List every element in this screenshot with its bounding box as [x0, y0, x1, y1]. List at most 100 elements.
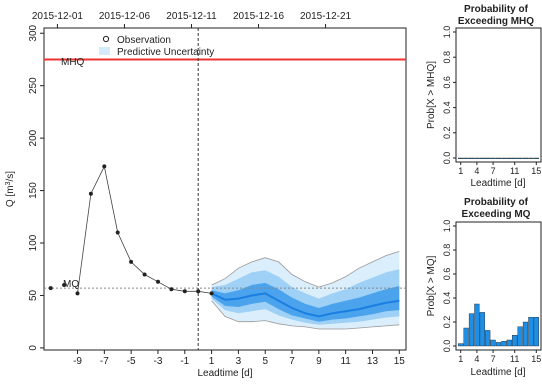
x-tick-label: -3	[154, 356, 163, 367]
prob-mq-x-tick-label: 15	[531, 354, 541, 364]
prob-mhq-title-line2: Exceeding MHQ	[458, 16, 534, 27]
main-x-axis-label: Leadtime [d]	[197, 368, 252, 379]
observation-point	[196, 289, 201, 294]
prob-mq-bar	[517, 326, 523, 347]
prob-mhq-x-axis-label: Leadtime [d]	[470, 178, 525, 189]
observation-point	[169, 287, 174, 292]
prob-mhq-bar	[485, 157, 491, 160]
prob-mhq-title: Probability of Exceeding MHQ	[458, 4, 534, 27]
x-tick-label: 3	[236, 356, 242, 367]
prob-mq-axes: 1 4 7 11 15 0.0 0.2 0.4 0.6 0.8 1.0	[442, 220, 541, 364]
observation-point	[156, 279, 160, 284]
observation-point	[115, 230, 120, 235]
main-y-axis-label: Q [m3/s]	[5, 171, 16, 207]
prob-mhq-x-tick-label: 1	[458, 166, 463, 176]
uncertainty-bands	[211, 251, 400, 329]
y-label-main: Q [m	[5, 185, 16, 207]
y-tick-label: 250	[28, 77, 39, 94]
x-tick-label: 7	[289, 356, 295, 367]
prob-mhq-bar	[468, 157, 475, 160]
prob-mq-y-tick-label: 0.4	[442, 292, 452, 305]
prob-mhq-y-tick-label: 0.6	[442, 76, 452, 89]
prob-mq-y-tick-label: 0.8	[442, 244, 452, 257]
prob-mq-y-tick-label: 0.2	[442, 316, 452, 329]
prob-mhq-bar	[479, 157, 485, 160]
prob-mhq-bar	[463, 157, 469, 160]
x-tick-label: 5	[262, 356, 268, 367]
y-tick-label: 100	[28, 234, 39, 251]
prob-mq-bar	[522, 321, 529, 347]
top-date-label: 2015-12-01	[32, 11, 84, 22]
observation-point	[209, 291, 214, 296]
y-label-tail: /s]	[5, 171, 16, 182]
prob-mq-bar	[533, 317, 539, 347]
observation-point	[142, 272, 147, 277]
prob-mhq-x-tick-label: 4	[474, 166, 479, 176]
legend: Observation Predictive Uncertainty	[99, 35, 214, 58]
observation-points	[48, 164, 214, 296]
observation-point	[182, 289, 187, 294]
top-date-label: 2015-12-16	[233, 11, 285, 22]
prob-mhq-bar	[533, 157, 539, 160]
top-date-label: 2015-12-06	[99, 11, 151, 22]
prob-mhq-x-tick-label: 7	[491, 166, 496, 176]
x-tick-label: 11	[340, 356, 351, 367]
prob-mhq-x-tick-label: 15	[531, 166, 541, 176]
prob-mhq-bar	[495, 157, 502, 160]
prob-mq-title-line1: Probability of	[464, 197, 529, 208]
x-tick-label: -5	[127, 356, 136, 367]
mq-threshold-label: MQ	[63, 279, 79, 290]
band-upper-edge	[211, 251, 400, 288]
prob-mq-bar	[506, 339, 512, 347]
x-tick-label: -1	[180, 356, 189, 367]
x-tick-label: 1	[209, 356, 215, 367]
observation-point	[48, 286, 53, 291]
observation-point	[62, 283, 67, 287]
prob-mhq-bar	[490, 157, 496, 160]
prob-mhq-title-line1: Probability of	[464, 4, 529, 15]
prob-mq-chart: Probability of Exceeding MQ 1 4 7 11 15 0.0 0.…	[426, 197, 542, 378]
prob-mhq-y-tick-label: 0.4	[442, 101, 452, 114]
prob-mq-bar	[528, 317, 534, 347]
prob-mq-bar	[485, 330, 491, 347]
main-axes: -9 -7 -5 -3 -1 1 3 5 7 9 11 13 150501001502002503002…	[28, 11, 405, 367]
prob-mq-bar	[490, 339, 496, 347]
prob-mq-y-tick-label: 1.0	[442, 220, 452, 233]
prob-mhq-bar	[458, 157, 464, 160]
main-plot-frame	[43, 27, 407, 351]
x-tick-label: 13	[367, 356, 379, 367]
x-tick-label: 9	[316, 356, 322, 367]
legend-uncertainty-swatch	[99, 47, 110, 55]
x-tick-label: 15	[394, 356, 406, 367]
top-date-label: 2015-12-11	[166, 11, 217, 22]
y-tick-label: 200	[28, 129, 39, 146]
prob-mhq-y-tick-label: 0.0	[442, 152, 452, 165]
prob-mhq-bars	[458, 157, 539, 160]
uncertainty-band-inner	[211, 282, 400, 322]
prob-mhq-y-tick-label: 0.2	[442, 127, 452, 140]
prob-mq-bar	[495, 342, 502, 347]
y-tick-label: 50	[28, 289, 39, 301]
prob-mq-y-axis-label: Prob[X > MQ]	[426, 255, 437, 316]
top-date-label: 2015-12-21	[300, 11, 352, 22]
legend-observation-symbol	[102, 35, 110, 43]
observation-point	[129, 259, 134, 264]
x-tick-label: -7	[100, 356, 109, 367]
prob-mhq-axes: 1 4 7 11 15 0.0 0.2 0.4 0.6 0.8 1.0	[442, 26, 541, 176]
y-label-superscript: 3	[5, 181, 12, 185]
observation-point	[102, 164, 107, 169]
prob-mhq-bar	[506, 157, 512, 160]
prob-mq-y-tick-label: 0.0	[442, 340, 452, 353]
prob-mhq-plot-frame	[455, 27, 542, 163]
prob-mhq-y-tick-label: 1.0	[442, 26, 452, 39]
forecast-median-line	[211, 292, 400, 318]
prob-mq-bar	[474, 303, 480, 347]
prob-mq-x-axis-label: Leadtime [d]	[470, 367, 525, 378]
prob-mq-x-tick-label: 11	[510, 354, 519, 364]
y-tick-label: 150	[28, 182, 39, 199]
prob-mhq-bar	[512, 157, 518, 160]
x-tick-label: -9	[73, 356, 82, 367]
prob-mq-bar	[468, 313, 475, 347]
